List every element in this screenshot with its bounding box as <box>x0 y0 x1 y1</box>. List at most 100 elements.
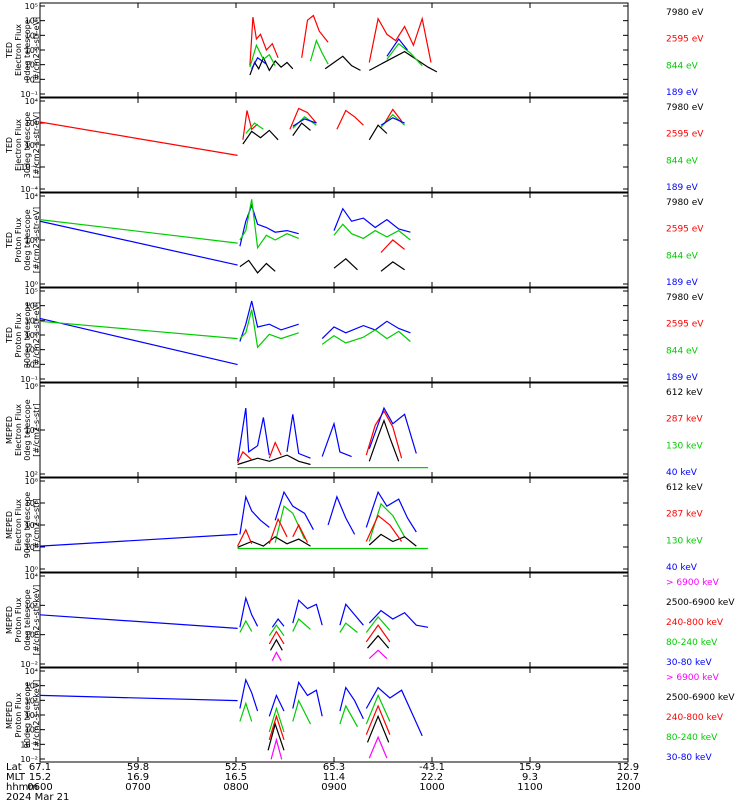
ylabel-line: [#/cm2-s-str-eV] <box>32 17 41 83</box>
y-tick-label: 10⁵ <box>25 287 38 296</box>
ylabel-line: [#/cm2-s-str-keV] <box>32 585 41 656</box>
series-line <box>327 495 356 535</box>
ylabel-line: 0deg telescope <box>23 209 32 270</box>
footer-date: 2024 Mar 21 <box>6 792 69 800</box>
time-axis-footer: Lat MLT hhmm 2024 Mar 21 67.1 15.2 0600 … <box>6 762 641 800</box>
series-line <box>251 56 267 70</box>
footer-lat-3: 65.3 <box>323 762 345 773</box>
legend-label: 612 keV <box>666 388 703 398</box>
legend-label: 7980 eV <box>666 8 704 18</box>
ylabel-line: [#/cm2-s-str] <box>32 403 41 456</box>
series-line <box>292 599 323 626</box>
series-line <box>368 418 400 462</box>
legend-label: 130 keV <box>666 536 703 546</box>
y-tick-label: 10⁻¹ <box>20 740 38 749</box>
footer-hhmm-1: 0700 <box>125 782 150 793</box>
panel-ylabel: TED Electron Flux 0deg telescope [#/cm2-s-s… <box>5 17 41 83</box>
series-line <box>245 122 264 134</box>
legend-label: 40 keV <box>666 468 698 478</box>
series-line <box>368 16 432 63</box>
y-tick-label: 10² <box>25 470 38 479</box>
series-line <box>269 638 283 651</box>
footer-lat-6: 12.9 <box>617 762 639 773</box>
series-line <box>239 309 299 349</box>
series-line <box>380 239 405 253</box>
y-tick-label: 10⁻² <box>20 163 38 172</box>
legend-label: 7980 eV <box>666 198 704 208</box>
ylabel-line: Electron Flux <box>14 119 23 171</box>
panel-4: 10² 10⁴ 10⁶ MEPED Electron Flux 0deg telescop… <box>5 382 703 479</box>
series-line <box>239 701 253 722</box>
panel-3: 10⁻¹ 10⁰ 10¹ 10² 10³ 10⁴ 10⁵ TED Proton Flux 30de… <box>5 287 704 384</box>
footer-hhmm-2: 0800 <box>223 782 248 793</box>
series-line <box>339 686 364 720</box>
series-line <box>274 505 306 543</box>
ylabel-line: TED <box>5 327 14 344</box>
y-tick-label: 10⁰ <box>25 141 38 150</box>
footer-hhmm-3: 0900 <box>321 782 346 793</box>
ylabel-line: 0deg telescope <box>23 19 32 80</box>
series-line <box>268 706 285 733</box>
series-line <box>271 618 285 628</box>
series-line <box>368 735 388 759</box>
y-tick-label: 10⁴ <box>25 521 38 530</box>
series-line <box>40 121 238 156</box>
footer-lat-4: -43.1 <box>419 762 445 773</box>
ylabel-line: [#/cm2-s-str-eV] <box>32 302 41 368</box>
series-line <box>268 630 285 645</box>
panel-data <box>249 14 438 76</box>
ylabel-line: 90deg telescope <box>23 682 32 749</box>
y-tick-label: 10⁵ <box>25 2 38 11</box>
ylabel-line: [#/cm2-s-str-eV] <box>32 112 41 178</box>
series-line <box>368 406 417 454</box>
series-line <box>268 624 285 637</box>
legend-label: > 6900 keV <box>666 578 720 588</box>
legend-label: 189 eV <box>666 183 699 193</box>
ylabel-line: TED <box>5 232 14 249</box>
legend-label: 287 keV <box>666 415 703 425</box>
panel-frame <box>39 572 629 668</box>
ylabel-line: Electron Flux <box>14 404 23 456</box>
panel-frame <box>39 97 629 193</box>
series-line <box>239 259 276 274</box>
series-line <box>365 615 391 633</box>
series-line <box>40 614 238 629</box>
series-line <box>365 514 403 542</box>
footer-mlt-2: 16.5 <box>225 772 247 783</box>
panel-data <box>40 677 423 760</box>
y-tick-label: 10⁰ <box>25 631 38 640</box>
y-tick-label: 10⁻¹ <box>20 375 38 384</box>
series-line <box>333 258 358 271</box>
panel-ylabel: MEPED Electron Flux 0deg telescope [#/cm2-s… <box>5 399 41 460</box>
series-line <box>339 704 359 728</box>
series-line <box>368 649 388 660</box>
ylabel-line: Proton Flux <box>14 217 23 262</box>
series-line <box>289 107 317 130</box>
series-line <box>268 714 285 740</box>
y-tick-label: 10² <box>25 119 38 128</box>
panel-data <box>40 199 411 274</box>
legend-label: 130 keV <box>666 441 703 451</box>
y-tick-label: 10¹ <box>25 61 38 70</box>
series-line <box>365 704 391 735</box>
series-line <box>368 533 417 547</box>
y-tick-label: 10⁴ <box>25 192 38 201</box>
series-line <box>237 450 253 464</box>
y-tick-label: 10⁶ <box>25 382 38 391</box>
panel-frame <box>39 192 629 288</box>
series-line <box>40 533 238 547</box>
series-line <box>365 686 423 737</box>
footer-mlt-4: 22.2 <box>421 772 443 783</box>
series-line <box>321 329 411 345</box>
series-line <box>271 651 282 661</box>
series-line <box>333 223 411 241</box>
panel-7: 10⁻² 10⁻¹ 10⁰ 10¹ 10² 10³ 10⁴ MEPED Proton Flux 9… <box>5 667 735 764</box>
footer-hhmm-0: 0600 <box>27 782 52 793</box>
legend-label: 287 keV <box>666 510 703 520</box>
y-tick-label: 10² <box>25 331 38 340</box>
legend-label: 2595 eV <box>666 225 704 235</box>
legend-label: 189 eV <box>666 278 699 288</box>
legend-label: 240-800 keV <box>666 713 724 723</box>
